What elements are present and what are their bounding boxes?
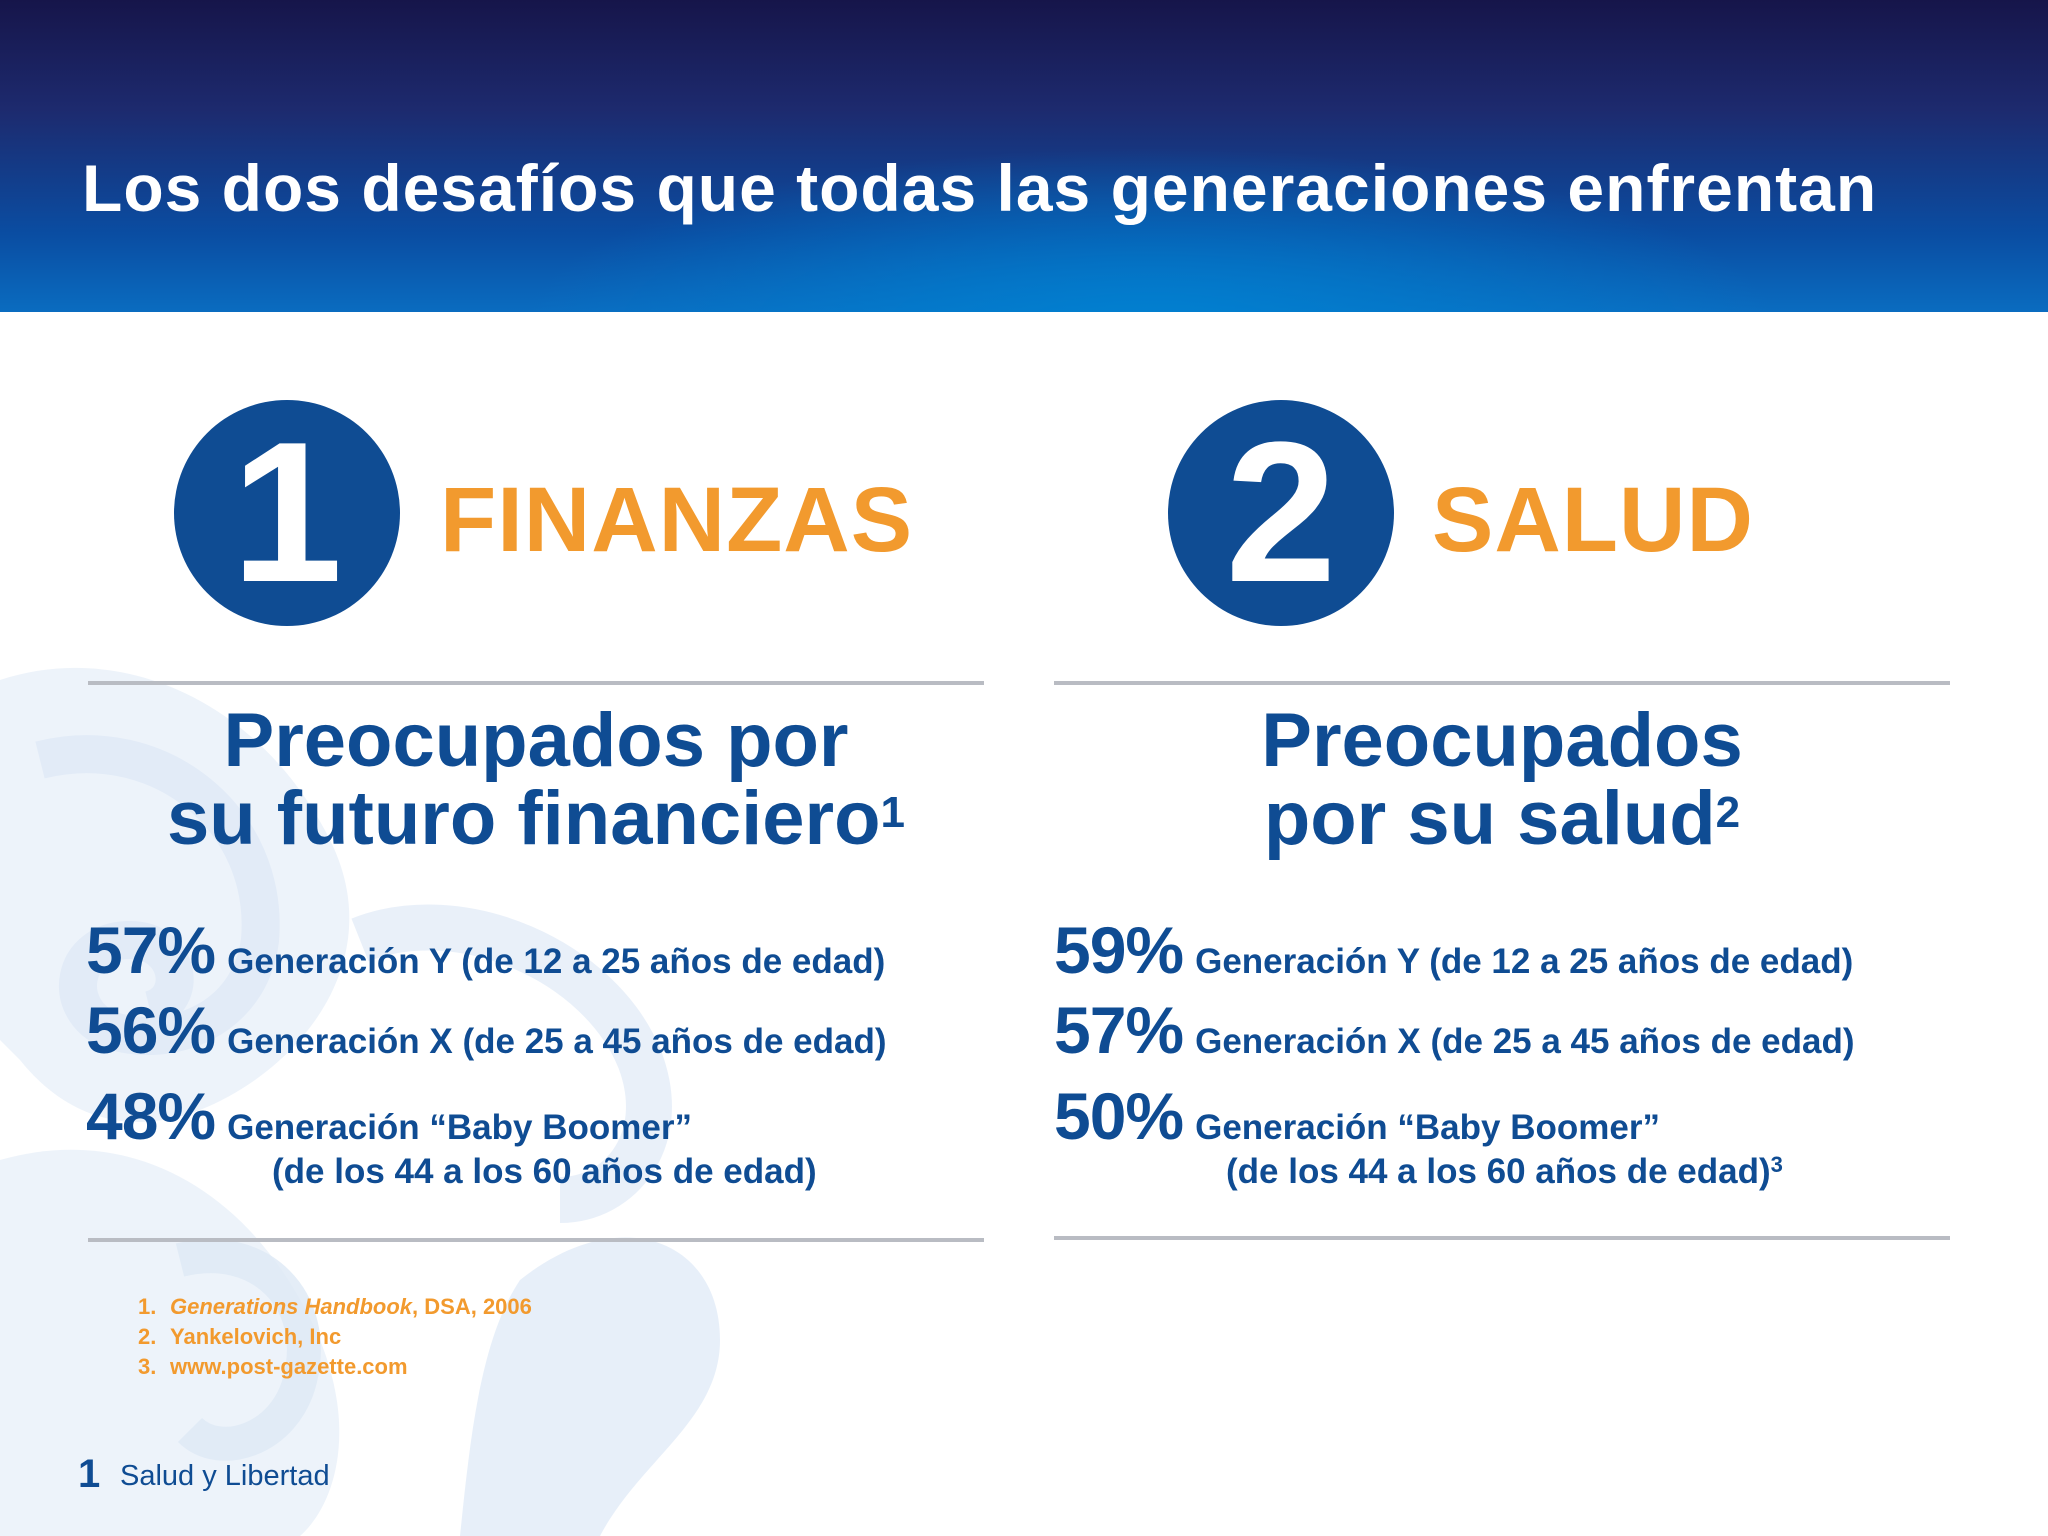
stat-label: Generación “Baby Boomer”: [227, 1108, 692, 1147]
reference-number: 1.: [138, 1294, 157, 1319]
stat-row: 57% Generación X (de 25 a 45 años de edad…: [1054, 992, 1855, 1068]
reference-number: 2.: [138, 1324, 157, 1349]
subhead-finanzas: Preocupados por su futuro financiero1: [86, 702, 986, 858]
divider-top-left: [88, 681, 984, 685]
reference-item: 1. Generations Handbook, DSA, 2006: [138, 1292, 532, 1322]
references-list: 1. Generations Handbook, DSA, 2006 2. Yank…: [138, 1292, 532, 1382]
stat-label: Generación Y (de 12 a 25 años de edad): [1195, 942, 1854, 981]
reference-text: Yankelovich, Inc: [170, 1324, 342, 1349]
subhead-finanzas-line1: Preocupados por: [223, 698, 849, 783]
subhead-finanzas-line2: su futuro financiero: [166, 776, 881, 861]
stat-row: 57% Generación Y (de 12 a 25 años de edad…: [86, 912, 885, 988]
stat-percent: 59%: [1054, 913, 1184, 987]
subhead-salud-line2: por su salud: [1263, 776, 1716, 861]
section-title-finanzas: FINANZAS: [440, 469, 914, 571]
section-number-badge-2: 2: [1168, 400, 1394, 626]
footer-page-number: 1: [78, 1452, 101, 1496]
stat-row: 50% Generación “Baby Boomer”: [1054, 1078, 1660, 1154]
subhead-finanzas-line2-wrap: su futuro financiero1: [86, 780, 986, 858]
header-band: Los dos desafíos que todas las generacio…: [0, 0, 2048, 312]
stat-label-continued: (de los 44 a los 60 años de edad): [272, 1152, 817, 1192]
footnote-marker-3: 3: [1770, 1152, 1783, 1177]
reference-item: 3. www.post-gazette.com: [138, 1352, 532, 1382]
stat-label: Generación X (de 25 a 45 años de edad): [227, 1022, 887, 1061]
stat-percent: 57%: [86, 913, 216, 987]
divider-bottom-left: [88, 1238, 984, 1242]
stat-percent: 48%: [86, 1079, 216, 1153]
divider-bottom-right: [1054, 1236, 1950, 1240]
subhead-salud-line1: Preocupados: [1261, 698, 1743, 783]
stat-label-line2: (de los 44 a los 60 años de edad): [272, 1152, 817, 1191]
stat-label-continued: (de los 44 a los 60 años de edad)3: [1226, 1152, 1783, 1192]
footnote-marker-2: 2: [1715, 788, 1741, 837]
divider-top-right: [1054, 681, 1950, 685]
stat-label: Generación “Baby Boomer”: [1195, 1108, 1660, 1147]
footnote-marker-1: 1: [880, 788, 906, 837]
section-title-salud: SALUD: [1432, 469, 1754, 571]
reference-item: 2. Yankelovich, Inc: [138, 1322, 532, 1352]
section-number-badge-1: 1: [174, 400, 400, 626]
stat-label: Generación X (de 25 a 45 años de edad): [1195, 1022, 1855, 1061]
reference-text: , DSA, 2006: [412, 1294, 532, 1319]
stat-percent: 56%: [86, 993, 216, 1067]
subhead-salud: Preocupados por su salud2: [1052, 702, 1952, 858]
stat-row: 59% Generación Y (de 12 a 25 años de edad…: [1054, 912, 1853, 988]
stat-label-line2: (de los 44 a los 60 años de edad): [1226, 1152, 1771, 1191]
reference-number: 3.: [138, 1354, 157, 1379]
reference-title: Generations Handbook: [170, 1294, 413, 1319]
subhead-salud-line2-wrap: por su salud2: [1052, 780, 1952, 858]
footer-text: Salud y Libertad: [120, 1460, 330, 1492]
stat-label: Generación Y (de 12 a 25 años de edad): [227, 942, 886, 981]
stat-percent: 50%: [1054, 1079, 1184, 1153]
stat-percent: 57%: [1054, 993, 1184, 1067]
stat-row: 48% Generación “Baby Boomer”: [86, 1078, 692, 1154]
stat-row: 56% Generación X (de 25 a 45 años de edad…: [86, 992, 887, 1068]
reference-text: www.post-gazette.com: [170, 1354, 408, 1379]
slide-title: Los dos desafíos que todas las generacio…: [82, 151, 1878, 225]
